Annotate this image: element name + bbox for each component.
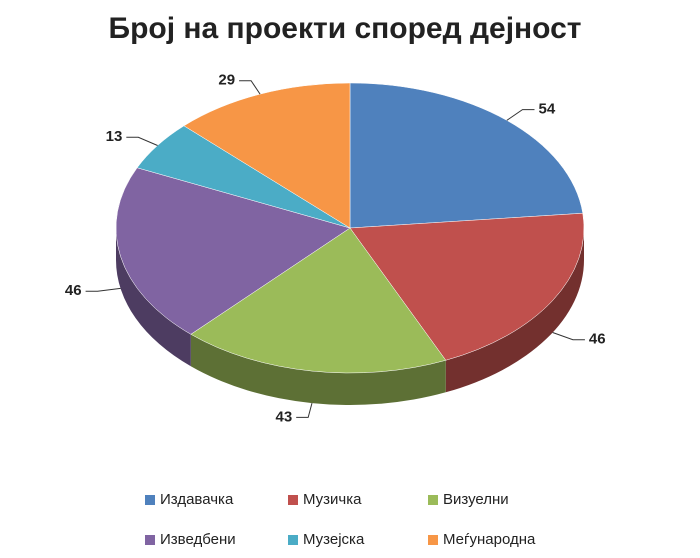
slice (349, 82, 584, 229)
slice-side (190, 334, 446, 405)
data-label: 43 (275, 408, 292, 425)
leader-line (506, 109, 535, 121)
slice (115, 167, 351, 335)
legend-swatch (288, 495, 298, 505)
slice (190, 227, 447, 374)
data-label: 13 (106, 128, 123, 145)
legend-label: Визуелни (443, 491, 509, 508)
data-label: 46 (65, 282, 82, 299)
data-label: 46 (589, 331, 606, 348)
legend-swatch (428, 495, 438, 505)
data-label: 54 (538, 101, 555, 118)
leader-line (239, 80, 261, 95)
slice-side (116, 228, 191, 367)
slice-side (445, 228, 584, 393)
chart-title: Број на проекти според дејност (109, 12, 582, 45)
legend-label: Музичка (303, 491, 362, 508)
legend-swatch (288, 535, 298, 545)
legend-label: Издавачка (160, 491, 234, 508)
legend-swatch (145, 495, 155, 505)
slice (183, 82, 351, 229)
leader-line (85, 287, 121, 292)
leader-line (126, 136, 158, 146)
legend-swatch (428, 535, 438, 545)
legend-label: Музејска (303, 531, 365, 548)
legend-swatch (145, 535, 155, 545)
leader-line (552, 332, 585, 341)
leader-line (296, 402, 313, 418)
slice (349, 212, 585, 361)
legend-label: Меѓународна (443, 531, 536, 548)
legend-label: Изведбени (160, 531, 236, 548)
data-label: 29 (218, 72, 235, 89)
